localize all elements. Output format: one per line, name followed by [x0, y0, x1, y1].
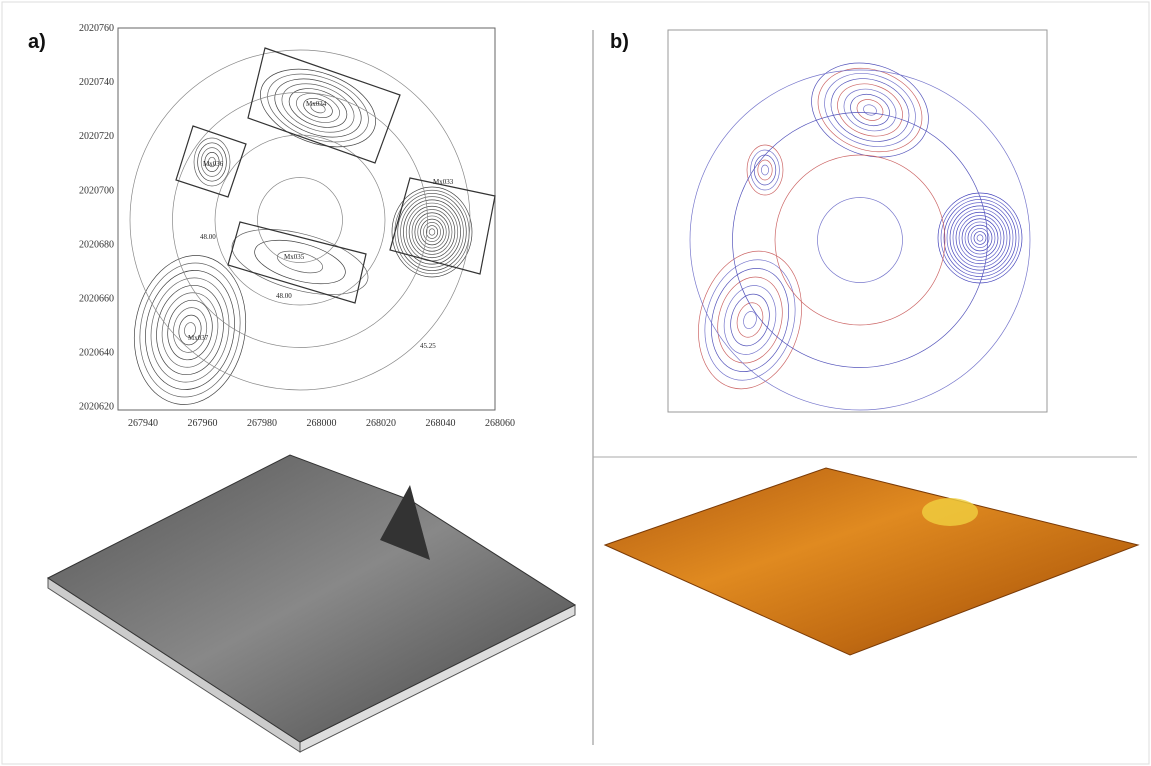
- y-tick-label: 2020620: [79, 402, 114, 413]
- y-tick-label: 2020760: [79, 23, 114, 34]
- x-tick-label: 268000: [307, 418, 337, 429]
- x-tick-label: 267960: [188, 418, 218, 429]
- x-tick-label: 268060: [485, 418, 515, 429]
- panel-label: a): [28, 31, 46, 53]
- x-tick-label: 267940: [128, 418, 158, 429]
- panel-label: b): [610, 31, 629, 53]
- figure: a) b) Mx034 Mx036 Mx033 Mx035 Mx037 48.0…: [0, 0, 1151, 766]
- y-tick-label: 2020660: [79, 294, 114, 305]
- y-tick-label: 2020740: [79, 77, 114, 88]
- y-tick-label: 2020640: [79, 348, 114, 359]
- zone-label: Mx037: [188, 334, 209, 342]
- x-tick-label: 268020: [366, 418, 396, 429]
- x-tick-label: 267980: [247, 418, 277, 429]
- highlight: [922, 498, 978, 526]
- y-tick-label: 2020680: [79, 239, 114, 250]
- y-tick-label: 2020700: [79, 185, 114, 196]
- zone-label: Mx033: [433, 178, 454, 186]
- x-tick-label: 268040: [426, 418, 456, 429]
- contour-label: 45.25: [420, 342, 436, 350]
- zone-label: Mx036: [203, 160, 224, 168]
- zone-label: Mx035: [284, 253, 305, 261]
- contour-label: 48.00: [200, 233, 216, 241]
- zone-label: Mx034: [306, 100, 327, 108]
- y-tick-label: 2020720: [79, 131, 114, 142]
- contour-label: 48.00: [276, 292, 292, 300]
